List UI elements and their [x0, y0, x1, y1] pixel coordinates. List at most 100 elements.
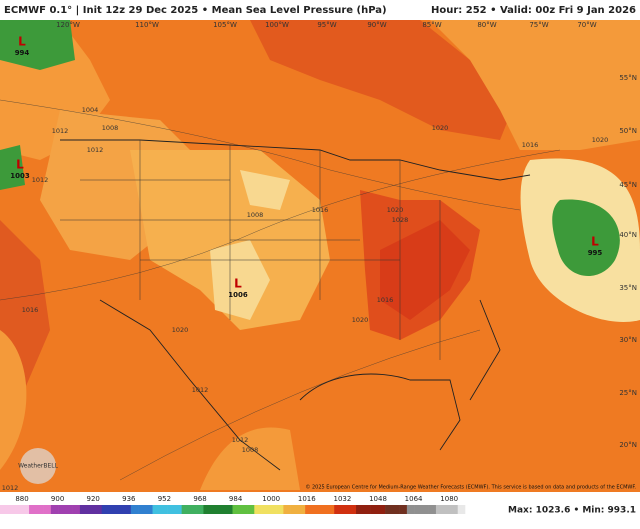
low-value: 1003 [10, 172, 30, 180]
colorbar-swatch [72, 505, 81, 514]
colorbar-label: 1048 [369, 495, 387, 503]
latitude-label: 55°N [619, 74, 637, 82]
contour-label: 1020 [592, 136, 609, 144]
contour-label: 1004 [82, 106, 99, 114]
colorbar-swatch [356, 505, 364, 514]
contour-label: 1012 [232, 436, 249, 444]
colorbar-label: 920 [87, 495, 100, 503]
longitude-label: 105°W [213, 21, 237, 29]
colorbar-swatch [65, 505, 73, 514]
latitude-label: 25°N [619, 389, 637, 397]
colorbar-swatch [210, 505, 219, 514]
colorbar-swatch [159, 505, 168, 514]
longitude-label: 75°W [529, 21, 548, 29]
contour-label: 1012 [192, 386, 209, 394]
colorbar-swatch [363, 505, 371, 514]
colorbar-swatch [297, 505, 306, 514]
colorbar-label: 952 [158, 495, 171, 503]
contour-label: 1012 [2, 484, 19, 492]
low-value: 995 [588, 249, 603, 257]
colorbar-swatch [254, 505, 262, 514]
colorbar-swatch [428, 505, 437, 514]
colorbar-swatch [101, 505, 110, 514]
contour-label: 1008 [102, 124, 119, 132]
colorbar-swatch [348, 505, 357, 514]
colorbar-swatch [174, 505, 182, 514]
colorbar-label: 936 [122, 495, 136, 503]
low-symbol: L [234, 277, 242, 291]
colorbar-swatch [326, 505, 335, 514]
contour-label: 1016 [312, 206, 329, 214]
longitude-label: 110°W [135, 21, 159, 29]
longitude-label: 120°W [56, 21, 80, 29]
colorbar-swatch [392, 505, 400, 514]
contour-label: 1028 [392, 216, 409, 224]
colorbar-swatch [370, 505, 379, 514]
credit: © 2025 European Centre for Medium-Range … [305, 484, 636, 491]
header-left: ECMWF 0.1° | Init 12z 29 Dec 2025 • Mean… [4, 5, 387, 16]
low-symbol: L [16, 158, 24, 172]
contour-label: 1012 [87, 146, 104, 154]
colorbar-swatch [188, 505, 197, 514]
colorbar-swatch [319, 505, 328, 514]
colorbar-swatch [225, 505, 233, 514]
colorbar-swatch [36, 505, 44, 514]
map [0, 20, 640, 492]
latitude-label: 30°N [619, 336, 637, 344]
colorbar-swatch [203, 505, 212, 514]
contour-label: 1020 [172, 326, 189, 334]
colorbar-swatch [196, 505, 204, 514]
colorbar-label: 968 [193, 495, 206, 503]
colorbar-swatch [457, 505, 466, 514]
colorbar-swatch [94, 505, 103, 514]
colorbar-swatch [116, 505, 124, 514]
colorbar-swatch [79, 505, 88, 514]
low-symbol: L [18, 35, 26, 49]
colorbar-label: 1080 [440, 495, 458, 503]
contour-label: 1012 [32, 176, 49, 184]
longitude-label: 70°W [577, 21, 596, 29]
colorbar-swatch [334, 505, 342, 514]
colorbar-swatch [50, 505, 59, 514]
colorbar-swatch [399, 505, 408, 514]
colorbar-swatch [305, 505, 313, 514]
latitude-label: 40°N [619, 231, 637, 239]
colorbar-label: 1016 [298, 495, 316, 503]
colorbar-swatch [87, 505, 95, 514]
colorbar-label: 984 [229, 495, 243, 503]
colorbar-swatch [239, 505, 248, 514]
contour-label: 1016 [22, 306, 39, 314]
low-symbol: L [591, 235, 599, 249]
longitude-label: 80°W [477, 21, 496, 29]
colorbar-swatch [145, 505, 153, 514]
contour-label: 1020 [432, 124, 449, 132]
contour-label: 1008 [242, 446, 259, 454]
colorbar-swatch [450, 505, 459, 514]
contour-label: 1008 [247, 211, 264, 219]
colorbar-label: 900 [51, 495, 64, 503]
colorbar-swatch [268, 505, 277, 514]
colorbar-swatch [43, 505, 52, 514]
stats: Max: 1023.6 • Min: 993.1 [508, 506, 636, 516]
colorbar-swatch [414, 505, 422, 514]
colorbar-swatch [377, 505, 386, 514]
colorbar-swatch [247, 505, 255, 514]
colorbar-swatch [421, 505, 429, 514]
colorbar-swatch [152, 505, 161, 514]
contour-label: 1020 [387, 206, 404, 214]
longitude-label: 95°W [317, 21, 336, 29]
latitude-label: 35°N [619, 284, 637, 292]
colorbar-swatch [341, 505, 350, 514]
latitude-label: 45°N [619, 181, 637, 189]
colorbar-swatch [58, 505, 66, 514]
contour-label: 1016 [522, 141, 539, 149]
colorbar-swatch [167, 505, 175, 514]
colorbar-swatch [290, 505, 299, 514]
colorbar-swatch [0, 505, 8, 514]
colorbar-label: 1032 [333, 495, 351, 503]
colorbar-swatch [14, 505, 23, 514]
contour-label: 1016 [377, 296, 394, 304]
longitude-label: 100°W [265, 21, 289, 29]
colorbar-swatch [406, 505, 415, 514]
colorbar-swatch [435, 505, 444, 514]
